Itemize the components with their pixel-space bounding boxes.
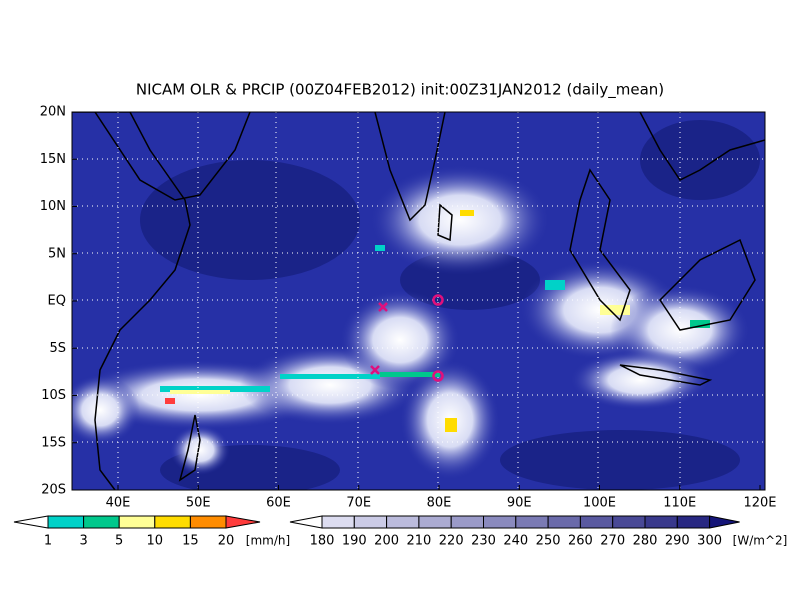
colorbar-label: 260 xyxy=(568,534,593,549)
gridlines xyxy=(72,112,765,490)
colorbar-label: 5 xyxy=(115,534,123,549)
lon-label: 90E xyxy=(507,496,532,511)
lat-label: 15N xyxy=(40,152,66,167)
colorbar-box xyxy=(579,515,614,529)
colorbar-end xyxy=(289,515,323,529)
lat-label: 20N xyxy=(40,105,66,120)
colorbar-box xyxy=(547,515,581,529)
precip-colorbar: 1 3 5 10 15 20 [mm/h] xyxy=(13,515,290,549)
colorbar-label: 3 xyxy=(79,534,87,549)
lat-label: 10N xyxy=(40,199,66,214)
colorbar-box xyxy=(321,515,355,529)
colorbar-label: 270 xyxy=(600,534,625,549)
lat-label: 20S xyxy=(41,483,66,498)
lon-label: 40E xyxy=(106,496,131,511)
colorbar-label: 190 xyxy=(342,534,367,549)
lon-label: 60E xyxy=(266,496,291,511)
colorbar-end xyxy=(13,515,49,529)
colorbar-box xyxy=(353,515,388,529)
colorbar-label: 15 xyxy=(182,534,199,549)
colorbar-label: 1 xyxy=(44,534,52,549)
colorbar-box xyxy=(483,515,517,529)
colorbar-box xyxy=(418,515,452,529)
colorbar-label: 180 xyxy=(310,534,335,549)
lon-label: 120E xyxy=(743,496,776,511)
lon-label: 80E xyxy=(427,496,452,511)
colorbar-label: 20 xyxy=(218,534,235,549)
colorbar-end xyxy=(709,515,740,529)
colorbar-label: 200 xyxy=(374,534,399,549)
colorbar-box xyxy=(83,515,120,529)
colorbar-box xyxy=(154,515,191,529)
lat-label: 5N xyxy=(48,246,66,261)
lat-label: 15S xyxy=(41,435,66,450)
colorbar-box xyxy=(450,515,485,529)
title: NICAM OLR & PRCIP (00Z04FEB2012) init:00… xyxy=(136,81,664,100)
colorbar-label: 10 xyxy=(147,534,164,549)
lat-label: 10S xyxy=(41,388,66,403)
precip-cells xyxy=(160,210,710,432)
colorbar-label: 210 xyxy=(406,534,431,549)
colorbar-end xyxy=(225,515,261,529)
colorbar-label: 300 xyxy=(697,534,722,549)
colorbar-unit: [mm/h] xyxy=(246,534,290,548)
colorbar-box xyxy=(189,515,227,529)
colorbar-box xyxy=(47,515,85,529)
clouds xyxy=(72,165,750,480)
lon-label: 110E xyxy=(663,496,696,511)
lon-label: 100E xyxy=(583,496,616,511)
colorbar-unit: [W/m^2] xyxy=(733,534,788,548)
colorbar-box xyxy=(386,515,420,529)
coastlines xyxy=(72,112,765,490)
lat-label: EQ xyxy=(48,294,66,309)
colorbar-box xyxy=(118,515,156,529)
colorbar-box xyxy=(644,515,678,529)
map xyxy=(72,112,765,490)
colorbar-label: 220 xyxy=(439,534,464,549)
colorbar-box xyxy=(676,515,711,529)
lon-label: 70E xyxy=(346,496,371,511)
lat-label: 5S xyxy=(49,341,66,356)
colorbar-label: 290 xyxy=(665,534,690,549)
colorbar-label: 230 xyxy=(471,534,496,549)
colorbar-label: 280 xyxy=(633,534,658,549)
colorbar-label: 240 xyxy=(503,534,528,549)
markers xyxy=(370,294,444,382)
colorbar-label: 250 xyxy=(536,534,561,549)
lon-label: 50E xyxy=(186,496,211,511)
olr-colorbar: 180 190 200 210 220 230 240 250 260 270 280 290 300 [… xyxy=(289,515,788,549)
colorbar-box xyxy=(515,515,549,529)
colorbar-box xyxy=(612,515,646,529)
